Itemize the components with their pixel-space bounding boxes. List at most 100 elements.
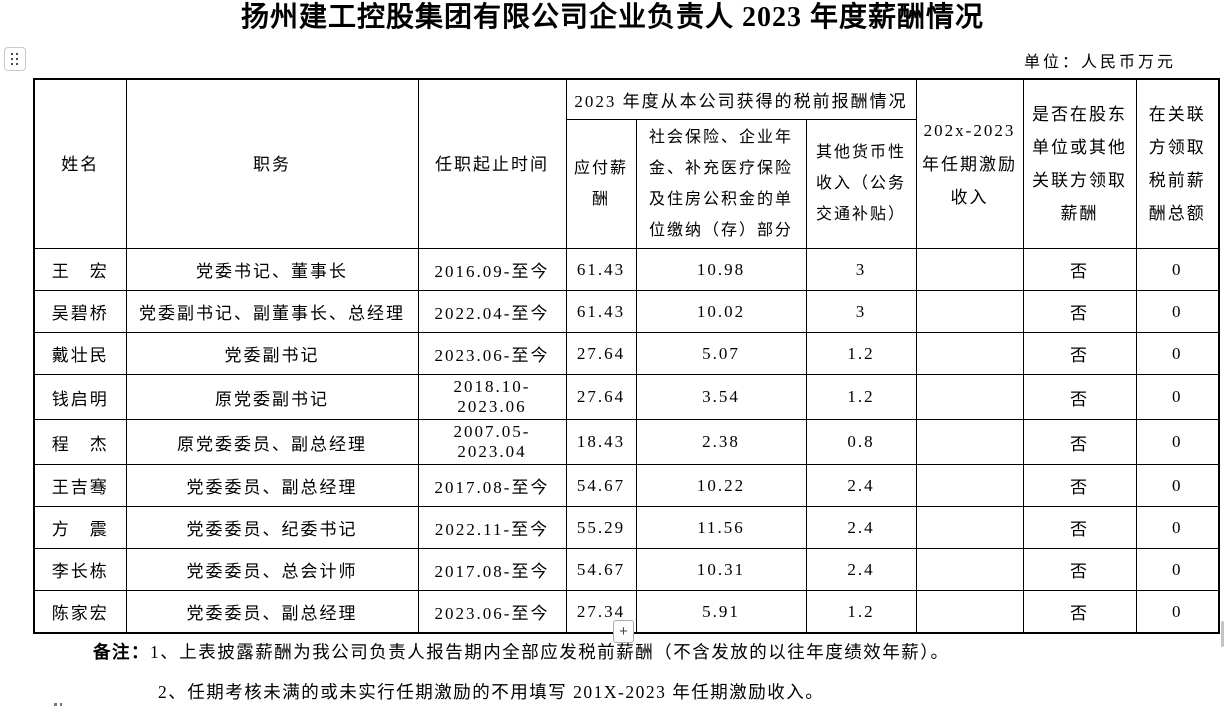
cell-name[interactable]: 李长栋 — [33, 548, 127, 592]
cell-payable[interactable]: 18.43 — [565, 419, 637, 466]
drag-handle-icon — [10, 52, 20, 66]
cell-insurance[interactable]: 3.54 — [635, 374, 807, 421]
cell-name[interactable]: 吴碧桥 — [33, 290, 127, 334]
cell-related[interactable]: 0 — [1135, 290, 1220, 334]
cell-term[interactable]: 2022.04-至今 — [417, 290, 567, 334]
cell-other[interactable]: 1.2 — [805, 332, 917, 376]
drag-handle-button[interactable] — [4, 47, 26, 71]
cell-term[interactable]: 2018.10-2023.06 — [417, 374, 567, 421]
header-tenure-incentive[interactable]: 202x-2023 年任期激励收入 — [915, 78, 1024, 250]
cell-incentive[interactable] — [915, 374, 1024, 421]
cell-shareholder[interactable]: 否 — [1022, 374, 1137, 421]
cell-other[interactable]: 2.4 — [805, 506, 917, 550]
cell-name[interactable]: 方 震 — [33, 506, 127, 550]
cell-insurance[interactable]: 10.31 — [635, 548, 807, 592]
cell-position[interactable]: 党委委员、总会计师 — [125, 548, 419, 592]
cell-shareholder[interactable]: 否 — [1022, 464, 1137, 508]
cell-incentive[interactable] — [915, 419, 1024, 466]
cell-payable[interactable]: 27.64 — [565, 374, 637, 421]
cell-other[interactable]: 2.4 — [805, 548, 917, 592]
cell-insurance[interactable]: 10.02 — [635, 290, 807, 334]
cell-insurance[interactable]: 10.98 — [635, 248, 807, 292]
cell-term[interactable]: 2016.09-至今 — [417, 248, 567, 292]
cell-other[interactable]: 1.2 — [805, 374, 917, 421]
cell-position[interactable]: 党委书记、董事长 — [125, 248, 419, 292]
cell-name[interactable]: 程 杰 — [33, 419, 127, 466]
cell-incentive[interactable] — [915, 290, 1024, 334]
cell-shareholder[interactable]: 否 — [1022, 590, 1137, 634]
cell-incentive[interactable] — [915, 548, 1024, 592]
cell-payable[interactable]: 27.34 — [565, 590, 637, 634]
cell-incentive[interactable] — [915, 248, 1024, 292]
cell-other[interactable]: 1.2 — [805, 590, 917, 634]
cell-related[interactable]: 0 — [1135, 548, 1220, 592]
cell-related[interactable]: 0 — [1135, 332, 1220, 376]
cell-insurance[interactable]: 2.38 — [635, 419, 807, 466]
cell-position[interactable]: 原党委副书记 — [125, 374, 419, 421]
cell-position[interactable]: 党委副书记、副董事长、总经理 — [125, 290, 419, 334]
cell-payable[interactable]: 54.67 — [565, 464, 637, 508]
cell-name[interactable]: 王 宏 — [33, 248, 127, 292]
header-other-income[interactable]: 其他货币性收入（公务交通补贴） — [805, 118, 917, 250]
table-row: 陈家宏 党委委员、副总经理 2023.06-至今 27.34 5.91 1.2 … — [33, 590, 1220, 634]
cell-shareholder[interactable]: 否 — [1022, 419, 1137, 466]
cell-position[interactable]: 党委委员、纪委书记 — [125, 506, 419, 550]
header-related-total[interactable]: 在关联方领取税前薪酬总额 — [1135, 78, 1220, 250]
cell-other[interactable]: 3 — [805, 248, 917, 292]
cell-related[interactable]: 0 — [1135, 464, 1220, 508]
cell-insurance[interactable]: 10.22 — [635, 464, 807, 508]
cell-incentive[interactable] — [915, 332, 1024, 376]
header-term[interactable]: 任职起止时间 — [417, 78, 567, 250]
cell-insurance[interactable]: 5.91 — [635, 590, 807, 634]
cell-name[interactable]: 钱启明 — [33, 374, 127, 421]
header-payable[interactable]: 应付薪酬 — [565, 118, 637, 250]
cell-incentive[interactable] — [915, 590, 1024, 634]
cell-other[interactable]: 0.8 — [805, 419, 917, 466]
table-row: 戴壮民 党委副书记 2023.06-至今 27.64 5.07 1.2 否 0 — [33, 332, 1220, 376]
footnote-1: 备注：1、上表披露薪酬为我公司负责人报告期内全部应发税前薪酬（不含发放的以往年度… — [93, 632, 1225, 672]
cell-term[interactable]: 2023.06-至今 — [417, 590, 567, 634]
cell-incentive[interactable] — [915, 464, 1024, 508]
cell-term[interactable]: 2017.08-至今 — [417, 464, 567, 508]
vertical-scrollbar-thumb[interactable] — [1221, 621, 1224, 647]
cell-position[interactable]: 原党委委员、副总经理 — [125, 419, 419, 466]
cell-shareholder[interactable]: 否 — [1022, 506, 1137, 550]
cell-related[interactable]: 0 — [1135, 590, 1220, 634]
cell-position[interactable]: 党委委员、副总经理 — [125, 590, 419, 634]
cell-other[interactable]: 3 — [805, 290, 917, 334]
cell-position[interactable]: 党委委员、副总经理 — [125, 464, 419, 508]
cell-related[interactable]: 0 — [1135, 374, 1220, 421]
cell-name[interactable]: 戴壮民 — [33, 332, 127, 376]
add-row-button[interactable]: + — [613, 620, 634, 643]
cell-payable[interactable]: 54.67 — [565, 548, 637, 592]
header-position[interactable]: 职务 — [125, 78, 419, 250]
cell-payable[interactable]: 27.64 — [565, 332, 637, 376]
cell-term[interactable]: 2022.11-至今 — [417, 506, 567, 550]
cell-position[interactable]: 党委副书记 — [125, 332, 419, 376]
cell-term[interactable]: 2007.05-2023.04 — [417, 419, 567, 466]
header-name[interactable]: 姓名 — [33, 78, 127, 250]
cell-shareholder[interactable]: 否 — [1022, 548, 1137, 592]
cell-shareholder[interactable]: 否 — [1022, 290, 1137, 334]
header-compensation-group[interactable]: 2023 年度从本公司获得的税前报酬情况 — [565, 78, 917, 120]
cell-related[interactable]: 0 — [1135, 248, 1220, 292]
cell-related[interactable]: 0 — [1135, 419, 1220, 466]
cell-shareholder[interactable]: 否 — [1022, 332, 1137, 376]
cell-payable[interactable]: 61.43 — [565, 290, 637, 334]
cell-other[interactable]: 2.4 — [805, 464, 917, 508]
cell-payable[interactable]: 61.43 — [565, 248, 637, 292]
cell-term[interactable]: 2017.08-至今 — [417, 548, 567, 592]
cell-related[interactable]: 0 — [1135, 506, 1220, 550]
cell-insurance[interactable]: 5.07 — [635, 332, 807, 376]
header-insurance[interactable]: 社会保险、企业年金、补充医疗保险及住房公积金的单位缴纳（存）部分 — [635, 118, 807, 250]
cell-shareholder[interactable]: 否 — [1022, 248, 1137, 292]
cell-name[interactable]: 陈家宏 — [33, 590, 127, 634]
drag-handle-partial-icon[interactable] — [54, 703, 64, 712]
cell-payable[interactable]: 55.29 — [565, 506, 637, 550]
unit-label: 单位：人民币万元 — [1023, 54, 1176, 71]
header-shareholder-pay[interactable]: 是否在股东单位或其他关联方领取薪酬 — [1022, 78, 1137, 250]
cell-incentive[interactable] — [915, 506, 1024, 550]
cell-insurance[interactable]: 11.56 — [635, 506, 807, 550]
cell-name[interactable]: 王吉骞 — [33, 464, 127, 508]
cell-term[interactable]: 2023.06-至今 — [417, 332, 567, 376]
